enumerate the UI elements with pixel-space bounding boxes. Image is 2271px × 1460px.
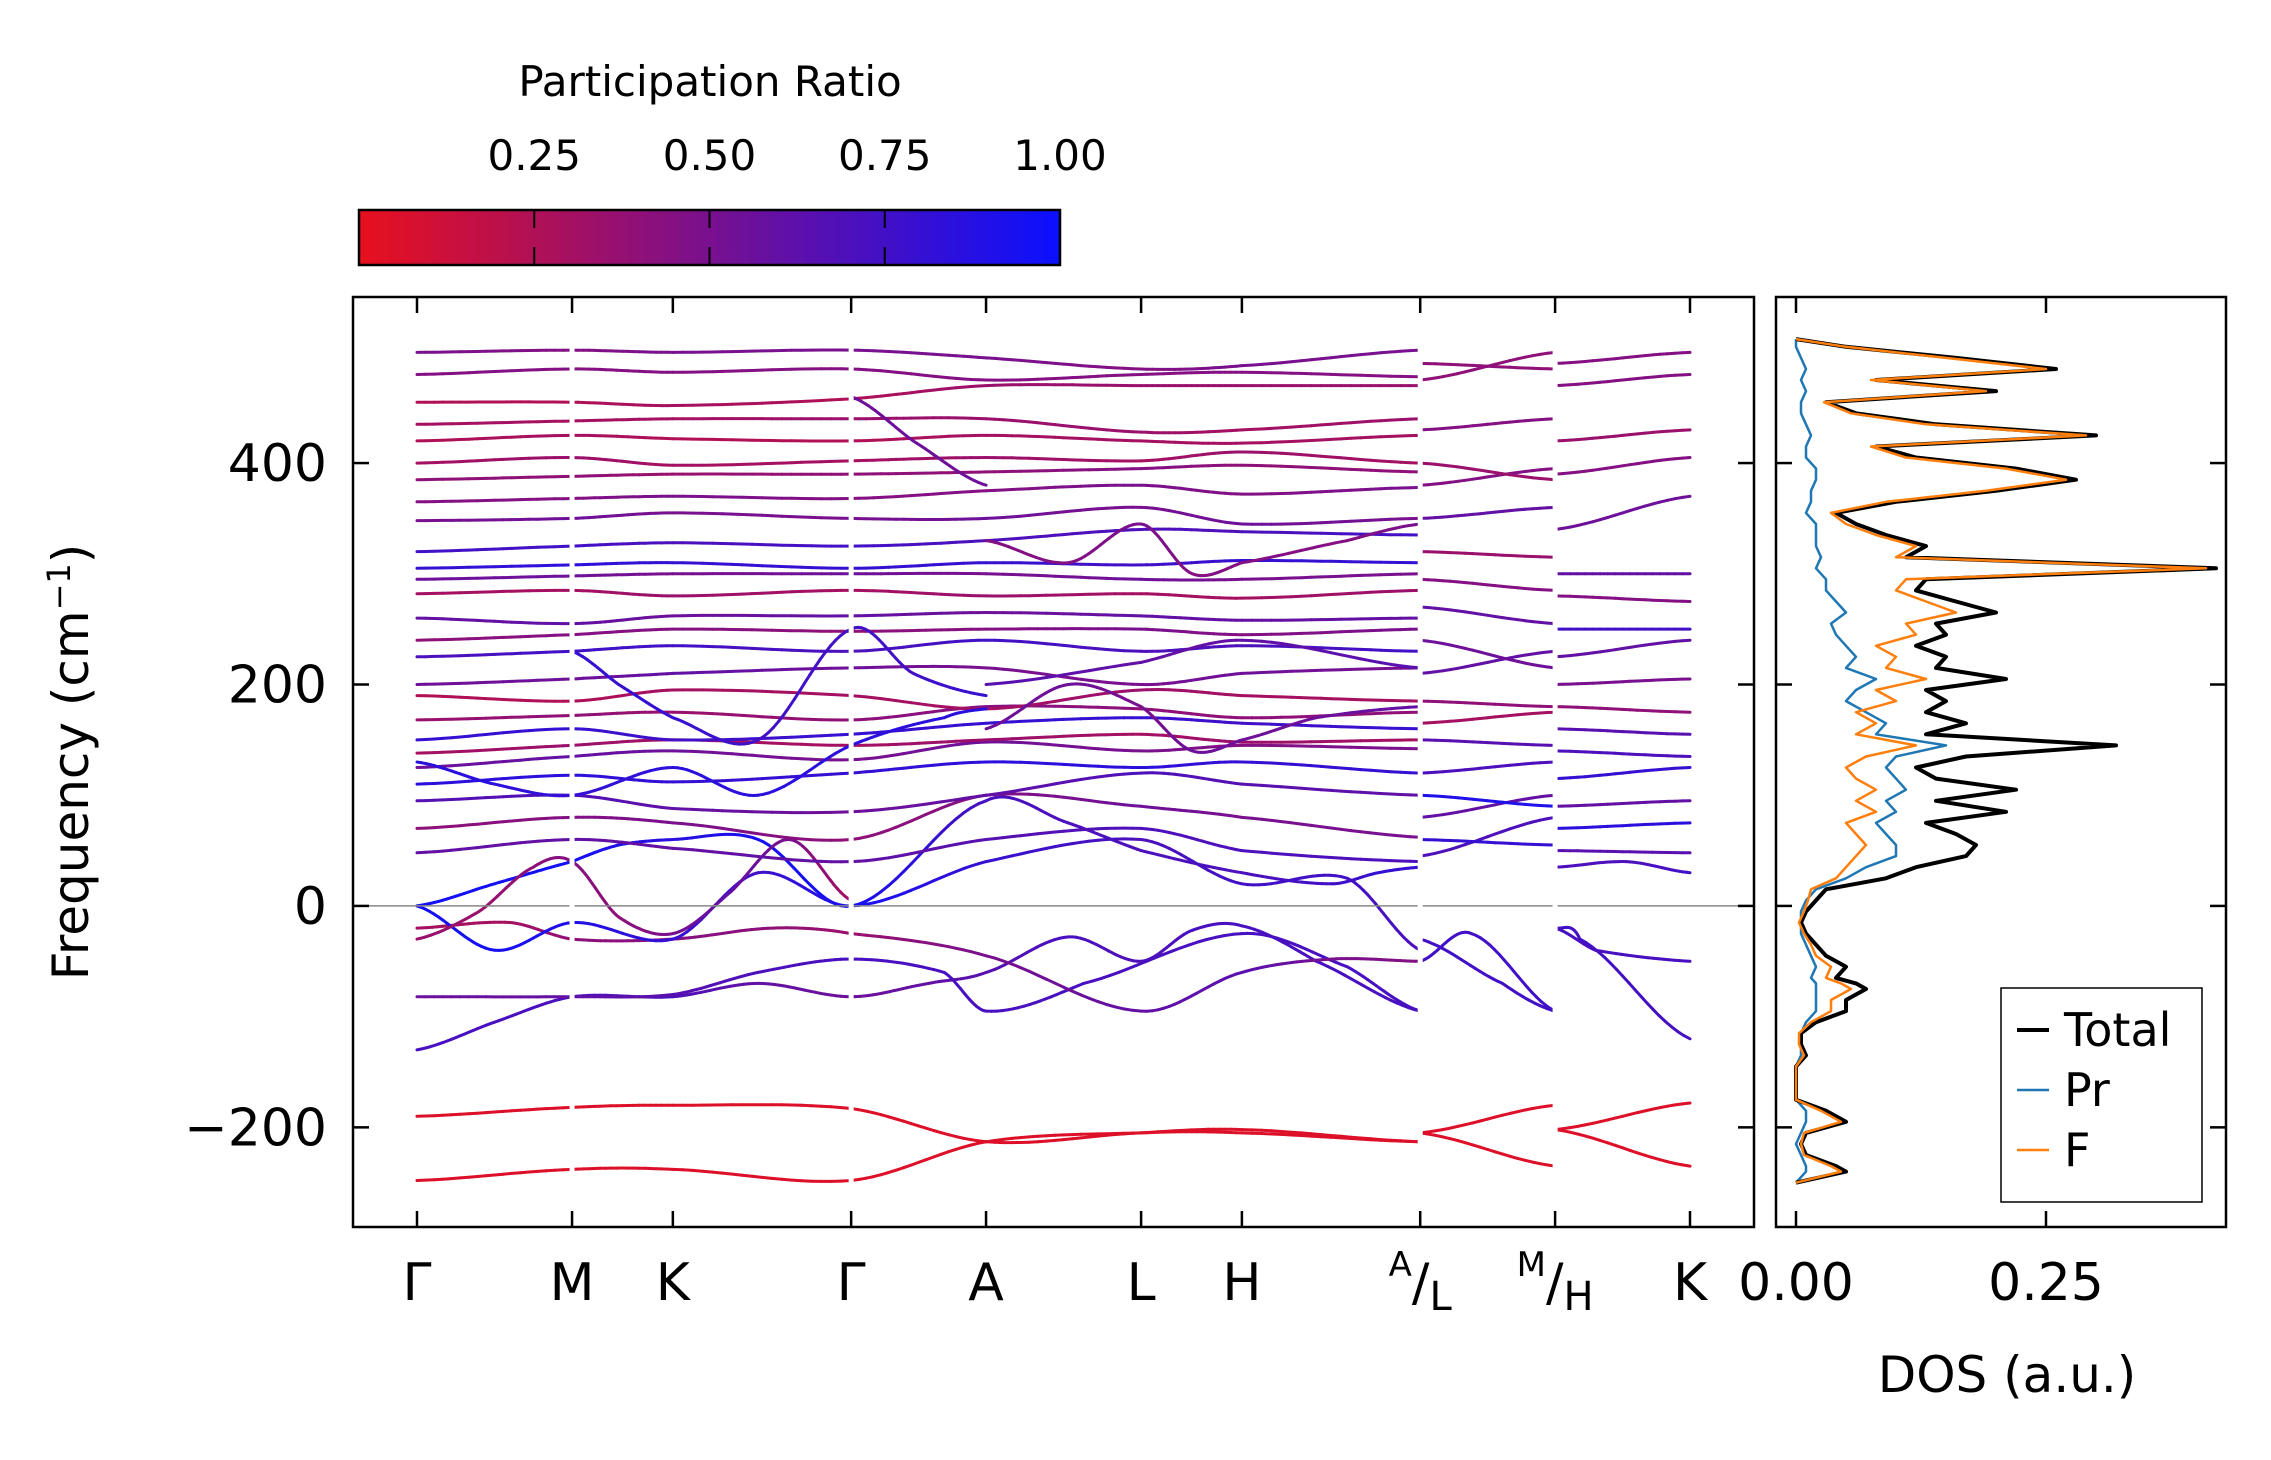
colorbar-tick-label: 0.50 — [663, 131, 757, 180]
high-symmetry-label: M/H — [1517, 1245, 1594, 1320]
colorbar-title: Participation Ratio — [518, 57, 901, 106]
band-b-p14 — [417, 590, 1420, 598]
band-b-q6 — [1420, 740, 1555, 746]
legend-label: Total — [2063, 1003, 2171, 1057]
band-b-r2 — [1555, 851, 1690, 853]
band-b-q19 — [1420, 363, 1555, 369]
band-b-r18 — [1555, 352, 1690, 363]
band-b-p7 — [417, 718, 1420, 740]
band-lines — [417, 350, 1690, 1181]
band-b-p13 — [417, 613, 1420, 624]
band-structure-panel: −200 0 200 400 Γ M K Γ A L H A/L M/H K Frequency (cm… — [40, 297, 1754, 1320]
band-b-q8 — [1420, 701, 1555, 707]
band-b-r3 — [1555, 823, 1690, 829]
band-b-r15 — [1555, 458, 1690, 475]
high-symmetry-label: A — [968, 1253, 1004, 1313]
band-b-q12 — [1420, 579, 1555, 590]
band-b-q17 — [1420, 419, 1555, 430]
high-symmetry-label: H — [1222, 1253, 1261, 1313]
frequency-axis-label: Frequency (cm−1) — [40, 544, 100, 981]
band-b-p8 — [417, 706, 1420, 720]
y-tick-label: −200 — [184, 1098, 327, 1158]
colorbar-tick-label: 0.25 — [487, 131, 581, 180]
band-b-q2 — [1420, 840, 1555, 846]
band-imag-low-4 — [1420, 1105, 1555, 1133]
band-b-r12 — [1555, 596, 1690, 602]
band-b-r17 — [1555, 375, 1690, 386]
band-b-r8 — [1555, 707, 1690, 713]
band-b-r4 — [1555, 801, 1690, 807]
band-b-p2 — [417, 794, 1420, 840]
dos-series-pr — [1796, 339, 1946, 1183]
band-b-q7 — [1420, 712, 1555, 723]
band-b-r16 — [1555, 430, 1690, 441]
colorbar-tick-label: 0.75 — [838, 131, 932, 180]
band-b-p15 — [417, 573, 1420, 580]
band-imag-low-6 — [1555, 1103, 1690, 1130]
dos-x-tick-label: 0.25 — [1988, 1253, 2104, 1313]
band-b-r10 — [1555, 640, 1690, 657]
band-b-p26 — [417, 350, 1420, 369]
high-symmetry-label: L — [1127, 1253, 1156, 1313]
band-imag-4 — [1420, 939, 1555, 1011]
band-imag-6 — [1555, 927, 1690, 1038]
band-b-p23 — [417, 418, 1420, 433]
y-tick-label: 200 — [228, 656, 327, 716]
legend-label: Pr — [2064, 1063, 2110, 1117]
band-b-p22 — [417, 435, 1420, 443]
band-b-r1 — [1555, 862, 1690, 873]
legend-label: F — [2064, 1123, 2090, 1177]
dos-panel: 0.00 0.25 DOS (a.u.) Total Pr F — [1738, 297, 2226, 1404]
band-b-p19 — [417, 485, 1420, 502]
band-imag-5 — [1420, 932, 1555, 1011]
colorbar-tick-label: 1.00 — [1013, 131, 1107, 180]
dos-legend: Total Pr F — [2001, 988, 2202, 1202]
high-symmetry-label: K — [656, 1253, 692, 1313]
band-b-q13 — [1420, 552, 1555, 558]
band-b-r7 — [1555, 729, 1690, 735]
band-b-p20 — [417, 465, 1420, 480]
band-imag-low-1 — [417, 1132, 1420, 1182]
band-b-p9 — [417, 690, 1420, 709]
band-b-p3 — [417, 773, 1420, 813]
high-symmetry-label: Γ — [837, 1253, 866, 1313]
band-b-p16 — [417, 561, 1420, 569]
band-b-r5 — [1555, 768, 1690, 779]
band-b-p18 — [417, 507, 1420, 524]
band-b-q5 — [1420, 762, 1555, 773]
band-imag-low-5 — [1555, 1130, 1690, 1167]
high-symmetry-label: A/L — [1389, 1245, 1453, 1320]
band-b-p25 — [417, 369, 1420, 380]
band-x-ticks: Γ M K Γ A L H A/L M/H K — [403, 297, 1709, 1320]
band-b-r14 — [1555, 496, 1690, 529]
band-b-r6 — [1555, 751, 1690, 757]
band-imag-low-2 — [417, 1105, 1420, 1143]
band-b-p4 — [417, 762, 1420, 784]
dos-x-tick-label: 0.00 — [1738, 1253, 1854, 1313]
band-b-q11 — [1420, 607, 1555, 624]
band-imag-2 — [417, 933, 1420, 1011]
high-symmetry-label: K — [1673, 1253, 1709, 1313]
colorbar: Participation Ratio 0.25 0.50 0.75 1.00 — [359, 57, 1107, 265]
band-b-p17 — [417, 529, 1420, 552]
y-tick-label: 0 — [294, 877, 327, 937]
band-b-p12 — [417, 629, 1420, 641]
band-b-p21 — [417, 452, 1420, 465]
band-b-p24 — [417, 385, 1420, 406]
band-b-q14 — [1420, 507, 1555, 518]
high-symmetry-label: Γ — [403, 1253, 432, 1313]
high-symmetry-label: M — [550, 1253, 595, 1313]
band-imag-low-3 — [1420, 1133, 1555, 1166]
band-b-q1 — [1420, 817, 1555, 856]
y-tick-label: 400 — [228, 434, 327, 494]
band-b-d5 — [986, 524, 1420, 576]
band-b-r9 — [1555, 679, 1690, 685]
dos-axis-label: DOS (a.u.) — [1878, 1346, 2137, 1404]
